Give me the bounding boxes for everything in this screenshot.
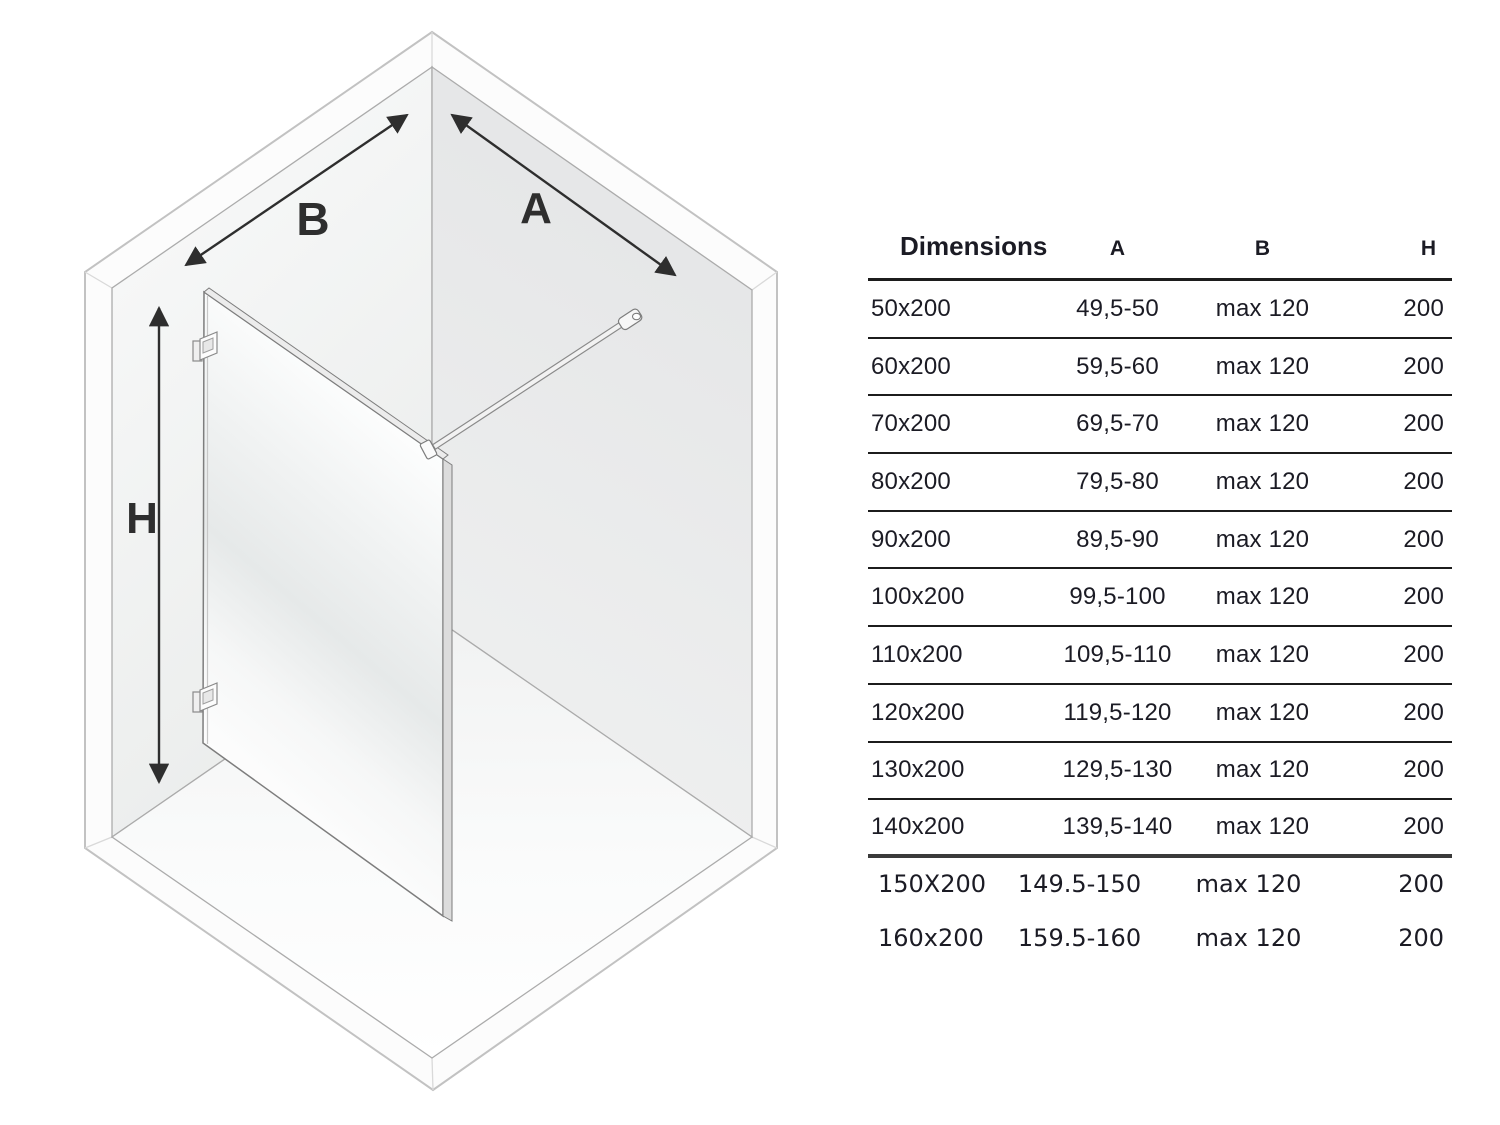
wall-hinge-bottom (192, 682, 218, 713)
support-bar-glass-connector (419, 439, 438, 460)
col-header-h: H (1420, 237, 1436, 260)
cell-h: 200 (1403, 352, 1444, 380)
table-body: 50x200 49,5-50 max 120 200 60x200 59,5-60 max … (868, 281, 1452, 966)
table-row: 160x200 159.5-160 max 120 200 (868, 910, 1452, 966)
dimension-label-h: H (126, 494, 158, 543)
glass-top-edge (203, 287, 449, 460)
cell-size: 130x200 (871, 756, 965, 784)
wall-hinge-top (192, 331, 218, 362)
dimension-label-b: B (296, 193, 329, 245)
cell-h: 200 (1403, 698, 1444, 726)
cell-b: max 120 (1215, 294, 1310, 322)
table-row: 60x200 59,5-60 max 120 200 (868, 339, 1452, 397)
cell-a: 109,5-110 (1063, 640, 1172, 668)
cell-b: max 120 (1195, 869, 1302, 898)
col-header-b: B (1254, 237, 1271, 260)
table-row: 100x200 99,5-100 max 120 200 (868, 569, 1452, 628)
cell-size: 120x200 (871, 698, 965, 726)
cell-a: 79,5-80 (1076, 467, 1159, 495)
cell-size: 140x200 (871, 813, 965, 841)
cell-b: max 120 (1195, 923, 1302, 952)
table-row: 130x200 129,5-130 max 120 200 (868, 743, 1452, 801)
cell-b: max 120 (1215, 698, 1310, 726)
cell-a: 69,5-70 (1076, 410, 1159, 438)
cell-b: max 120 (1215, 410, 1310, 438)
table-row: 110x200 109,5-110 max 120 200 (868, 627, 1452, 685)
cell-b: max 120 (1215, 352, 1310, 380)
table-row: 70x200 69,5-70 max 120 200 (868, 396, 1452, 455)
glass-panel (202, 287, 453, 922)
table-row: 140x200 139,5-140 max 120 200 (868, 800, 1452, 858)
cell-a: 59,5-60 (1076, 352, 1159, 380)
cell-h: 200 (1403, 583, 1444, 611)
cell-h: 200 (1403, 410, 1444, 438)
cell-h: 200 (1398, 923, 1444, 952)
table-row: 150X200 149.5-150 max 120 200 (868, 858, 1452, 910)
table-row: 80x200 79,5-80 max 120 200 (868, 454, 1452, 512)
dimension-arrow-b (184, 113, 409, 267)
cell-a: 89,5-90 (1076, 525, 1159, 553)
dimension-arrow-a (450, 113, 677, 277)
cell-h: 200 (1403, 525, 1444, 553)
glass-right-edge (442, 458, 453, 922)
col-header-a: A (1109, 237, 1126, 260)
cell-b: max 120 (1215, 756, 1310, 784)
cell-h: 200 (1398, 869, 1444, 898)
cell-b: max 120 (1215, 813, 1310, 841)
cell-h: 200 (1403, 640, 1444, 668)
cell-a: 119,5-120 (1063, 698, 1172, 726)
cell-b: max 120 (1215, 525, 1310, 553)
cell-b: max 120 (1215, 583, 1310, 611)
cell-a: 159.5-160 (1017, 923, 1142, 952)
cell-a: 149.5-150 (1017, 869, 1142, 898)
col-header-dimensions: Dimensions (900, 231, 1048, 261)
dimensions-table: Dimensions A B H 50x200 49,5-50 max 120 200… (868, 225, 1452, 966)
cell-size: 60x200 (871, 352, 951, 380)
cell-size: 70x200 (871, 410, 951, 438)
shower-isometric-diagram: B A H (84, 30, 778, 1092)
cell-a: 49,5-50 (1076, 294, 1159, 322)
cell-a: 139,5-140 (1062, 813, 1173, 841)
support-bar (419, 308, 643, 460)
cell-b: max 120 (1215, 640, 1310, 668)
table-row: 120x200 119,5-120 max 120 200 (868, 685, 1452, 743)
cell-size: 80x200 (871, 467, 951, 495)
cell-size: 110x200 (871, 640, 963, 668)
cell-h: 200 (1403, 467, 1444, 495)
cell-size: 160x200 (878, 923, 984, 952)
cell-size: 150X200 (878, 869, 987, 898)
cell-size: 90x200 (871, 525, 951, 553)
dimension-label-a: A (520, 184, 552, 233)
cell-a: 99,5-100 (1069, 583, 1166, 611)
slab-seams (84, 32, 778, 1091)
table-row: 50x200 49,5-50 max 120 200 (868, 281, 1452, 339)
cell-b: max 120 (1215, 467, 1310, 495)
cell-h: 200 (1403, 294, 1444, 322)
cell-a: 129,5-130 (1062, 756, 1173, 784)
cell-size: 100x200 (871, 583, 965, 611)
table-row: 90x200 89,5-90 max 120 200 (868, 512, 1452, 570)
cell-size: 50x200 (871, 294, 951, 322)
table-header-row: Dimensions A B H (868, 225, 1452, 281)
cell-h: 200 (1403, 756, 1444, 784)
cell-h: 200 (1403, 813, 1444, 841)
